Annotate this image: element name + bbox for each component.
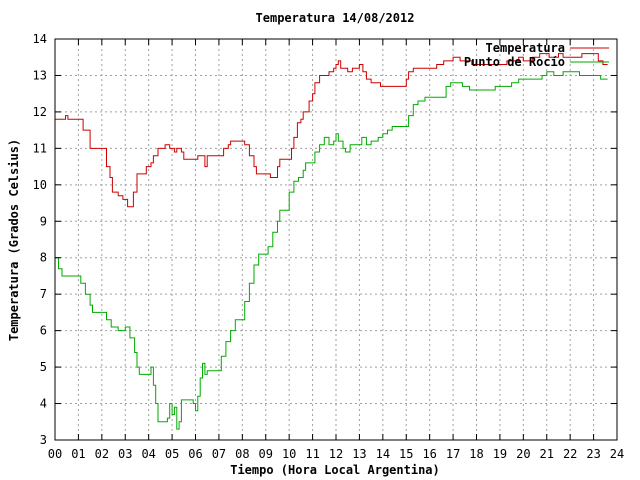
x-axis-title: Tiempo (Hora Local Argentina) [230,463,440,477]
x-tick-label: 17 [446,447,460,461]
y-tick-label: 12 [33,105,47,119]
y-tick-label: 5 [40,360,47,374]
x-tick-label: 01 [71,447,85,461]
x-tick-label: 14 [376,447,390,461]
x-tick-label: 02 [95,447,109,461]
x-tick-label: 18 [469,447,483,461]
y-tick-label: 9 [40,214,47,228]
x-tick-label: 05 [165,447,179,461]
y-axis-title: Temperatura (Grados Celsius) [7,139,21,341]
x-tick-label: 16 [422,447,436,461]
x-tick-label: 08 [235,447,249,461]
x-tick-label: 20 [516,447,530,461]
grid [55,39,617,440]
y-tick-label: 4 [40,397,47,411]
x-tick-label: 03 [118,447,132,461]
x-tick-label: 22 [563,447,577,461]
legend-label-punto-de-roc-o: Punto de Rocío [464,55,565,69]
y-tick-label: 11 [33,141,47,155]
y-tick-label: 8 [40,251,47,265]
x-tick-label: 21 [540,447,554,461]
y-tick-label: 14 [33,32,47,46]
axis-ticks: 00 01 02 03 04 05 06 07 08 09 10 11 12 13 14 15 16 17 18 19… [33,32,625,461]
series-layer [55,53,608,430]
series-line-punto-de-roc-o [55,71,608,430]
y-tick-label: 13 [33,68,47,82]
x-tick-label: 00 [48,447,62,461]
x-tick-label: 10 [282,447,296,461]
chart-title: Temperatura 14/08/2012 [256,11,415,25]
x-tick-label: 04 [141,447,155,461]
legend-label-temperatura: Temperatura [486,41,565,55]
x-tick-label: 06 [188,447,202,461]
x-tick-label: 23 [586,447,600,461]
y-tick-label: 10 [33,178,47,192]
x-tick-label: 24 [610,447,624,461]
x-tick-label: 15 [399,447,413,461]
y-tick-label: 6 [40,324,47,338]
x-tick-label: 11 [305,447,319,461]
x-tick-label: 07 [212,447,226,461]
y-tick-label: 7 [40,287,47,301]
x-tick-label: 13 [352,447,366,461]
x-tick-label: 19 [493,447,507,461]
x-tick-label: 12 [329,447,343,461]
x-tick-label: 09 [259,447,273,461]
series-line-temperatura [55,53,608,208]
y-tick-label: 3 [40,433,47,447]
